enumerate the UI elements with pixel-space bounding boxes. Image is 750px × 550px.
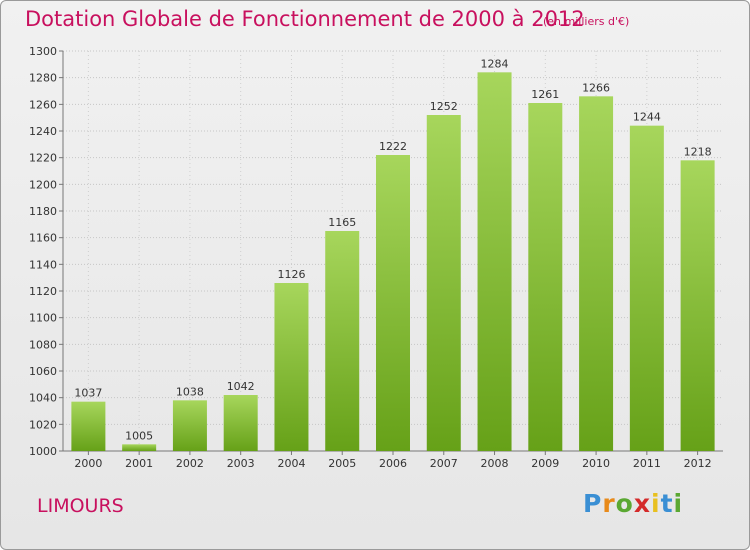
y-tick-label: 1100: [29, 312, 57, 325]
y-tick-label: 1260: [29, 98, 57, 111]
logo-letter: t: [660, 489, 674, 518]
value-label-2006: 1222: [379, 140, 407, 153]
bar-2004: [274, 283, 309, 451]
value-label-2008: 1284: [481, 57, 509, 70]
y-tick-label: 1280: [29, 72, 57, 85]
chart-title: Dotation Globale de Fonctionnement de 20…: [25, 7, 585, 31]
bar-2009: [528, 103, 563, 451]
y-tick-label: 1140: [29, 258, 57, 271]
bar-2002: [172, 400, 207, 451]
bar-2006: [376, 155, 410, 451]
value-label-2009: 1261: [531, 88, 559, 101]
y-tick-label: 1040: [29, 392, 57, 405]
logo-letter: P: [583, 489, 603, 518]
value-label-2010: 1266: [582, 81, 610, 94]
y-tick-label: 1060: [29, 365, 57, 378]
x-tick-label-2001: 2001: [125, 457, 153, 470]
bar-2010: [579, 96, 614, 451]
labels: 1000 1020 1040 1060 1080 1100 1120 1140 1160 1180…: [29, 45, 712, 470]
value-label-2005: 1165: [328, 216, 356, 229]
bar-2007: [426, 115, 461, 451]
chart-subtitle: (en milliers d'€): [543, 15, 630, 28]
x-tick-label-2004: 2004: [277, 457, 305, 470]
value-label-2000: 1037: [74, 387, 102, 400]
bar-2003: [223, 395, 258, 451]
bar-2005: [325, 231, 360, 451]
logo-letter: r: [602, 489, 616, 518]
value-label-2002: 1038: [176, 385, 204, 398]
bar-2000: [71, 401, 106, 451]
x-tick-label-2011: 2011: [633, 457, 661, 470]
y-tick-label: 1020: [29, 418, 57, 431]
bars: [71, 72, 715, 452]
x-tick-label-2002: 2002: [176, 457, 204, 470]
x-tick-label-2012: 2012: [684, 457, 712, 470]
y-tick-label: 1180: [29, 205, 57, 218]
logo-letter: o: [615, 489, 634, 518]
x-tick-label-2003: 2003: [227, 457, 255, 470]
logo-letter: i: [651, 489, 661, 518]
y-tick-label: 1300: [29, 45, 57, 58]
logo-letter: x: [633, 489, 651, 518]
y-tick-label: 1160: [29, 232, 57, 245]
bar-2011: [629, 125, 664, 452]
value-label-2007: 1252: [430, 100, 458, 113]
x-tick-label-2010: 2010: [582, 457, 610, 470]
x-tick-label-2005: 2005: [328, 457, 356, 470]
y-tick-label: 1080: [29, 338, 57, 351]
value-label-2012: 1218: [684, 145, 712, 158]
commune-name: LIMOURS: [37, 495, 124, 517]
x-tick-label-2000: 2000: [74, 457, 102, 470]
y-tick-label: 1200: [29, 178, 57, 191]
logo-letter: i: [673, 489, 684, 518]
x-tick-label-2009: 2009: [531, 457, 559, 470]
bar-2008: [477, 72, 512, 451]
y-tick-label: 1240: [29, 125, 57, 138]
y-tick-label: 1220: [29, 152, 57, 165]
x-tick-label-2007: 2007: [430, 457, 458, 470]
y-tick-label: 1000: [29, 445, 57, 458]
x-tick-label-2008: 2008: [481, 457, 509, 470]
proxiti-logo[interactable]: Proxiti: [583, 489, 683, 518]
value-label-2001: 1005: [125, 429, 153, 442]
bar-2012: [680, 160, 715, 452]
value-label-2004: 1126: [277, 268, 305, 281]
value-label-2003: 1042: [227, 380, 255, 393]
bar-2001: [122, 444, 157, 451]
value-label-2011: 1244: [633, 111, 661, 124]
x-tick-label-2006: 2006: [379, 457, 407, 470]
y-tick-label: 1120: [29, 285, 57, 298]
